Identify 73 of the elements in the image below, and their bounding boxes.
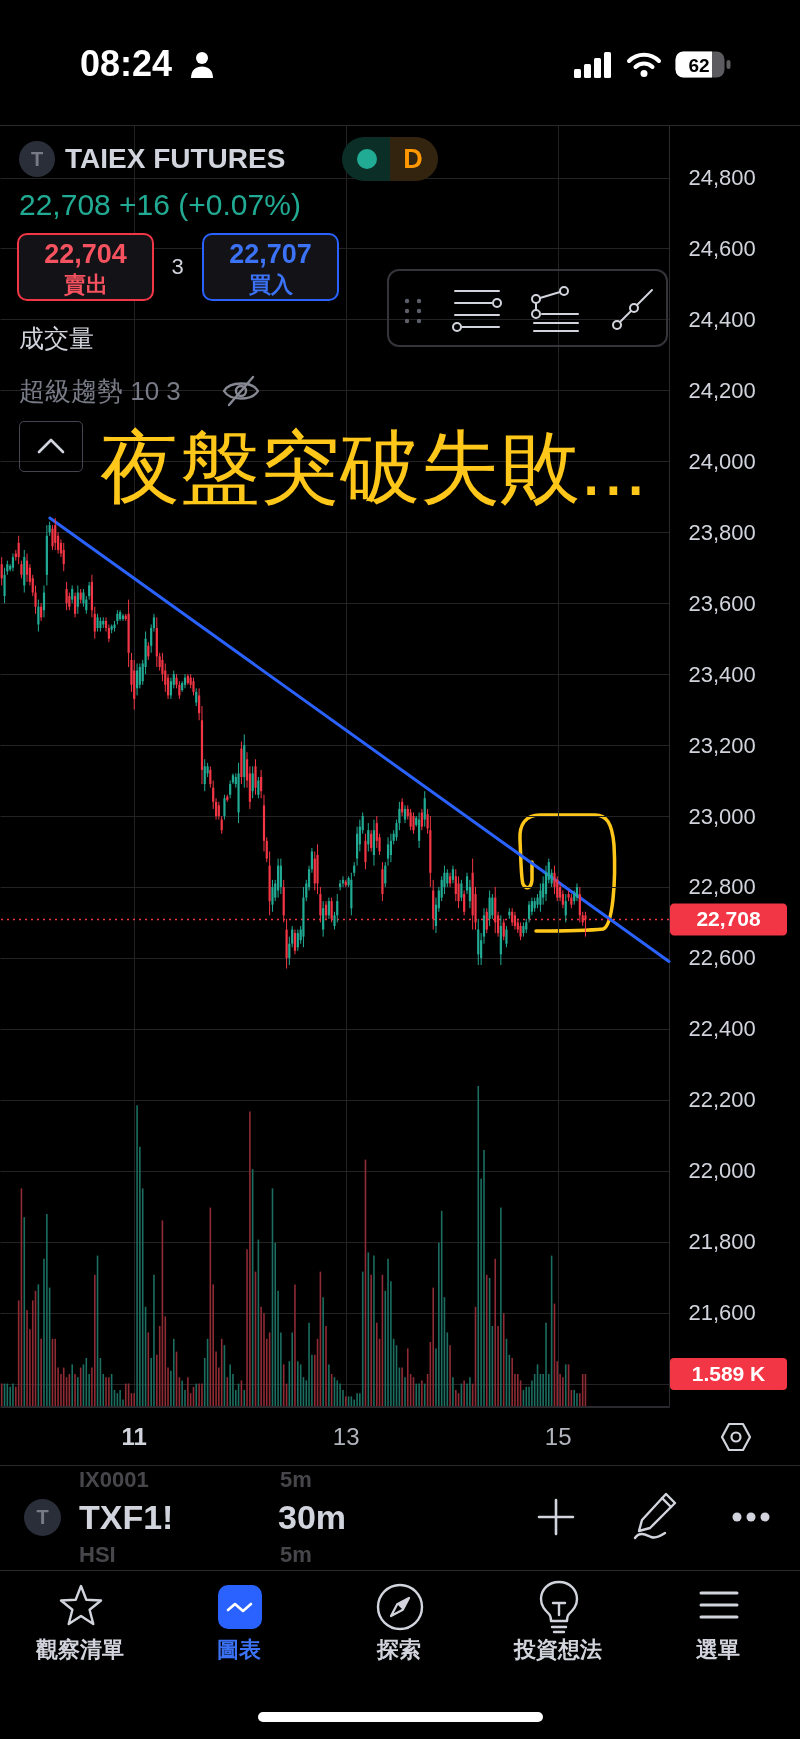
annotation: 超級趨勢 10 3: [19, 376, 181, 406]
label-tag: 1.589 K: [670, 1358, 787, 1390]
text: 5m: [280, 1467, 312, 1492]
candlestick: [25, 553, 29, 583]
candlestick: [254, 758, 257, 796]
annotation: 買入: [248, 272, 293, 297]
y-tick-label: 24,200: [688, 377, 756, 403]
candlestick: [370, 829, 373, 852]
annotation: 成交量: [19, 323, 94, 352]
y-tick-label: 23,600: [688, 590, 756, 616]
y-tick-label: 24,000: [688, 448, 756, 474]
text: 觀察清單: [36, 1637, 124, 1662]
candlestick: [296, 929, 299, 952]
candlestick: [257, 776, 260, 799]
candlestick: [463, 890, 466, 916]
candlestick: [293, 929, 297, 955]
y-tick-label: 22,400: [688, 1016, 756, 1042]
x-tick-label: 15: [544, 1422, 572, 1450]
y-tick-label: 22,800: [688, 874, 756, 900]
text: HSI: [79, 1542, 116, 1567]
x-tick-label: 13: [332, 1422, 360, 1450]
text: 62: [688, 54, 710, 76]
annotation: 3: [171, 254, 184, 279]
x-tick-label: 11: [121, 1422, 147, 1450]
candlestick: [54, 517, 57, 551]
text: TXF1!: [79, 1498, 174, 1536]
candlestick: [364, 833, 367, 870]
annotation: 22,704: [44, 238, 127, 269]
candlestick: [0, 556, 3, 586]
annotation: D: [403, 143, 423, 174]
y-tick-label: 22,600: [688, 945, 756, 971]
text: 22,708 +16 (+0.07%): [19, 188, 301, 221]
candlestick: [409, 808, 412, 831]
annotation: 賣出: [63, 272, 108, 297]
y-tick-label: 24,800: [688, 165, 756, 190]
text: 圖表: [217, 1637, 261, 1662]
candlestick: [203, 758, 206, 792]
y-tick-label: 23,200: [688, 732, 756, 758]
candlestick: [339, 879, 342, 892]
y-tick-label: 21,800: [688, 1229, 756, 1255]
candlestick: [209, 765, 212, 789]
candlestick: [271, 879, 274, 913]
candlestick: [389, 833, 392, 863]
text: TAIEX FUTURES: [65, 143, 286, 174]
text: 5m: [280, 1542, 312, 1567]
text: 投資想法: [514, 1637, 602, 1662]
y-tick-label: 24,600: [688, 235, 756, 261]
y-tick-label: 23,800: [688, 519, 756, 545]
candlestick: [420, 808, 423, 831]
candlestick: [505, 925, 508, 948]
y-tick-label: 22,200: [688, 1087, 756, 1113]
ref-line-label: 22,708: [696, 906, 761, 930]
y-tick-label: 21,600: [688, 1300, 756, 1326]
text: 探索: [377, 1637, 421, 1662]
y-tick-label: 22,000: [688, 1158, 756, 1184]
text: 08:24: [80, 43, 173, 84]
y-tick-label: 23,000: [688, 803, 756, 829]
candlestick: [423, 790, 426, 828]
text: IX0001: [79, 1467, 149, 1492]
text: T: [36, 1506, 49, 1528]
y-tick-label: 23,400: [688, 661, 756, 687]
candlestick: [460, 879, 463, 902]
candlestick: [62, 542, 65, 572]
candlestick: [564, 893, 567, 923]
candlestick: [76, 584, 79, 615]
candlestick: [251, 765, 254, 799]
y-tick-label: 24,400: [688, 306, 756, 332]
candlestick: [3, 567, 6, 604]
annotation: 夜盤突破失敗...: [100, 423, 647, 512]
annotation: 22,707: [229, 238, 312, 269]
annotation: T: [30, 148, 44, 170]
text: 30m: [278, 1498, 347, 1536]
text: 選單: [696, 1637, 740, 1662]
